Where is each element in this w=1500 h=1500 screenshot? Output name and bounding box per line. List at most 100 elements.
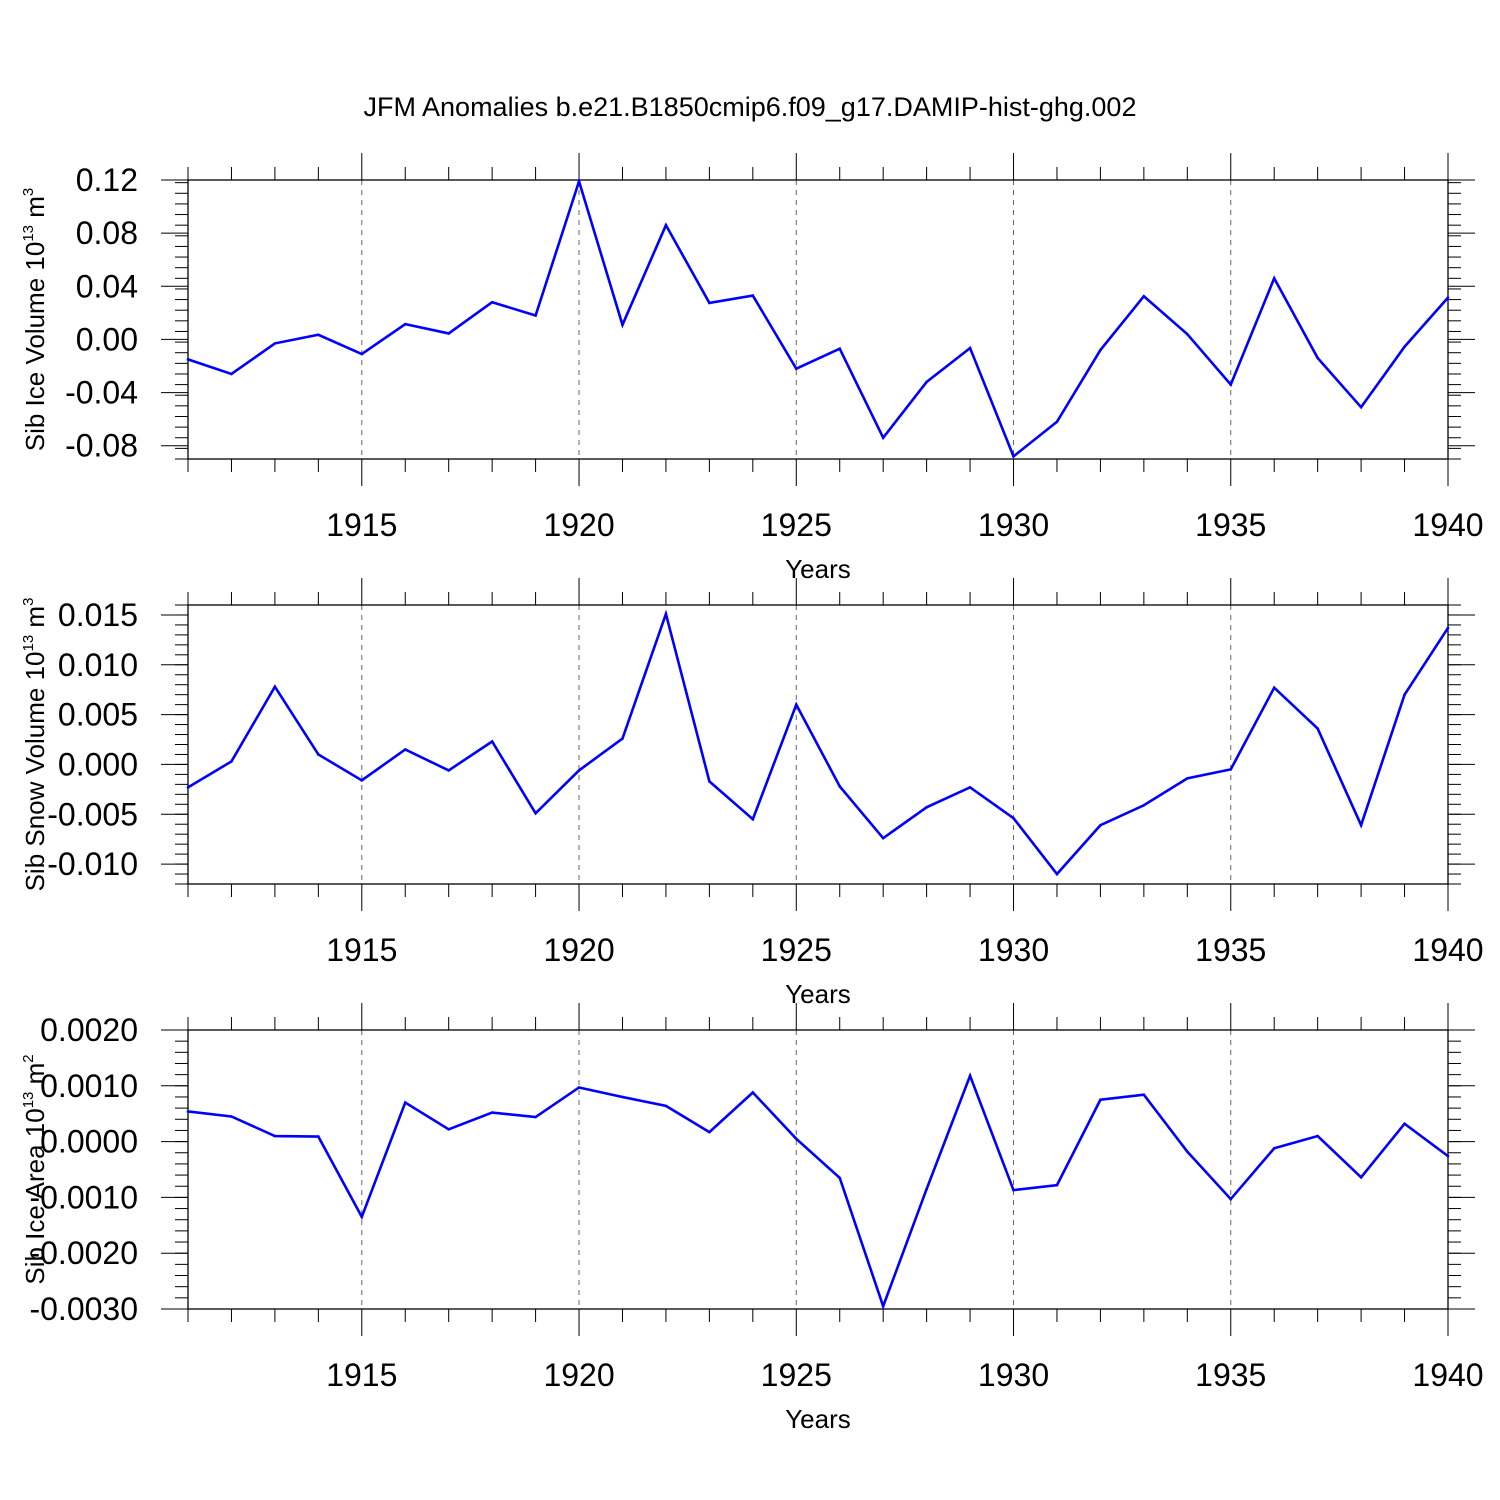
ytick-label: 0.0010 [40,1068,138,1104]
data-point-1927 [881,436,885,440]
data-point-1938 [1359,1176,1363,1179]
panel-3: 0.0020 0.0010 0.0000 -0.0010 -0.0020 -0.0030 1… [20,1003,1484,1434]
xtick-label-1935: 1935 [1195,1357,1266,1393]
xtick-label-1920: 1920 [543,1357,614,1393]
data-point-1921 [621,323,624,327]
data-point-1928 [925,380,928,384]
data-point-1915 [360,779,364,782]
ytick-label: -0.08 [65,428,138,464]
series-line [187,609,1450,877]
ytick-label: -0.005 [47,796,138,832]
ytick-label: -0.010 [47,846,138,882]
series-line [187,1072,1449,1311]
panel-2: 0.015 0.010 0.005 0.000 -0.005 -0.010 1915 1920… [20,578,1484,1009]
data-point-1932 [1099,348,1102,352]
data-point-1933 [1142,1093,1146,1097]
data-point-1938 [1359,823,1363,827]
data-point-1937 [1316,1134,1319,1138]
data-point-1928 [925,805,928,809]
xtick-label-1915: 1915 [326,507,397,543]
data-point-1911 [186,1110,190,1113]
data-point-1932 [1099,823,1102,827]
data-point-1917 [447,332,450,335]
ytick-label: 0.04 [76,268,138,304]
xtick-label-1920: 1920 [543,507,614,543]
data-point-1936 [1272,277,1276,280]
data-point-1920 [577,769,581,772]
data-point-1916 [403,322,407,326]
data-point-1938 [1359,405,1363,409]
data-point-1927 [881,836,885,840]
data-point-1919 [534,811,537,815]
ytick-label: 0.12 [76,162,138,198]
data-point-1937 [1316,356,1319,360]
data-point-1917 [447,1128,450,1131]
panels: 0.12 0.08 0.04 0.00 -0.04 -0.08 1915 1920 1925 19… [20,153,1484,1434]
data-point-1925 [794,367,798,370]
data-point-1917 [447,769,450,772]
ytick-label: -0.0020 [29,1235,138,1271]
data-point-1935 [1229,1197,1233,1201]
data-point-1930 [1012,455,1015,458]
ytick-label: -0.04 [65,375,138,411]
data-point-1916 [403,748,407,751]
data-point-1923 [708,780,711,783]
data-point-1925 [794,1137,798,1141]
data-point-1928 [925,1187,928,1191]
data-point-1926 [838,1176,842,1180]
ytick-label: 0.005 [58,697,138,733]
data-point-1926 [838,785,842,788]
ytick-label: -0.0030 [29,1291,138,1327]
data-point-1940 [1446,626,1450,630]
ytick-label: 0.0020 [40,1012,138,1048]
ytick-label: 0.08 [76,215,138,251]
data-point-1918 [490,740,494,743]
data-point-1927 [881,1304,885,1308]
xtick-label-1930: 1930 [978,932,1049,968]
data-point-1931 [1055,872,1059,876]
data-point-1914 [317,333,320,337]
data-point-1920 [577,180,581,183]
data-point-1923 [708,301,711,305]
data-point-1924 [751,294,755,297]
y-axis-label: Sib Ice Area 1013 m2 [20,1054,50,1284]
plot-frame [187,179,1449,460]
data-point-1919 [534,314,537,317]
data-point-1925 [794,703,798,706]
data-point-1936 [1272,686,1276,690]
panel-1: 0.12 0.08 0.04 0.00 -0.04 -0.08 1915 1920 1925 19… [20,153,1484,584]
data-point-1913 [273,342,277,345]
data-point-1915 [360,1215,364,1219]
ytick-label: -0.0010 [29,1179,138,1215]
data-point-1929 [968,786,972,789]
data-point-1939 [1403,693,1406,696]
data-point-1933 [1142,294,1146,298]
series-line [187,176,1449,459]
y-axis-label: Sib Snow Volume 1013 m3 [20,598,50,892]
data-point-1922 [664,223,668,227]
data-point-1920 [577,1086,581,1089]
data-point-1924 [751,1091,755,1094]
data-point-1912 [230,372,233,376]
xtick-label-1930: 1930 [978,1357,1049,1393]
data-point-1912 [230,760,233,763]
data-point-1936 [1272,1146,1276,1150]
xtick-label-1935: 1935 [1195,932,1266,968]
ytick-label: 0.0000 [40,1124,138,1160]
data-point-1921 [621,1095,624,1099]
xtick-label-1935: 1935 [1195,507,1266,543]
data-point-1934 [1186,332,1189,336]
data-point-1922 [664,612,668,616]
data-point-1919 [534,1115,537,1119]
data-point-1911 [186,786,190,789]
data-point-1937 [1316,727,1319,730]
data-point-1931 [1055,1183,1059,1187]
data-point-1934 [1186,1150,1189,1153]
data-point-1916 [403,1101,407,1104]
data-point-1934 [1186,777,1189,780]
data-point-1932 [1099,1098,1102,1102]
data-point-1918 [490,300,494,304]
x-axis-label: Years [785,979,851,1009]
data-point-1935 [1229,768,1233,771]
xtick-label-1920: 1920 [543,932,614,968]
